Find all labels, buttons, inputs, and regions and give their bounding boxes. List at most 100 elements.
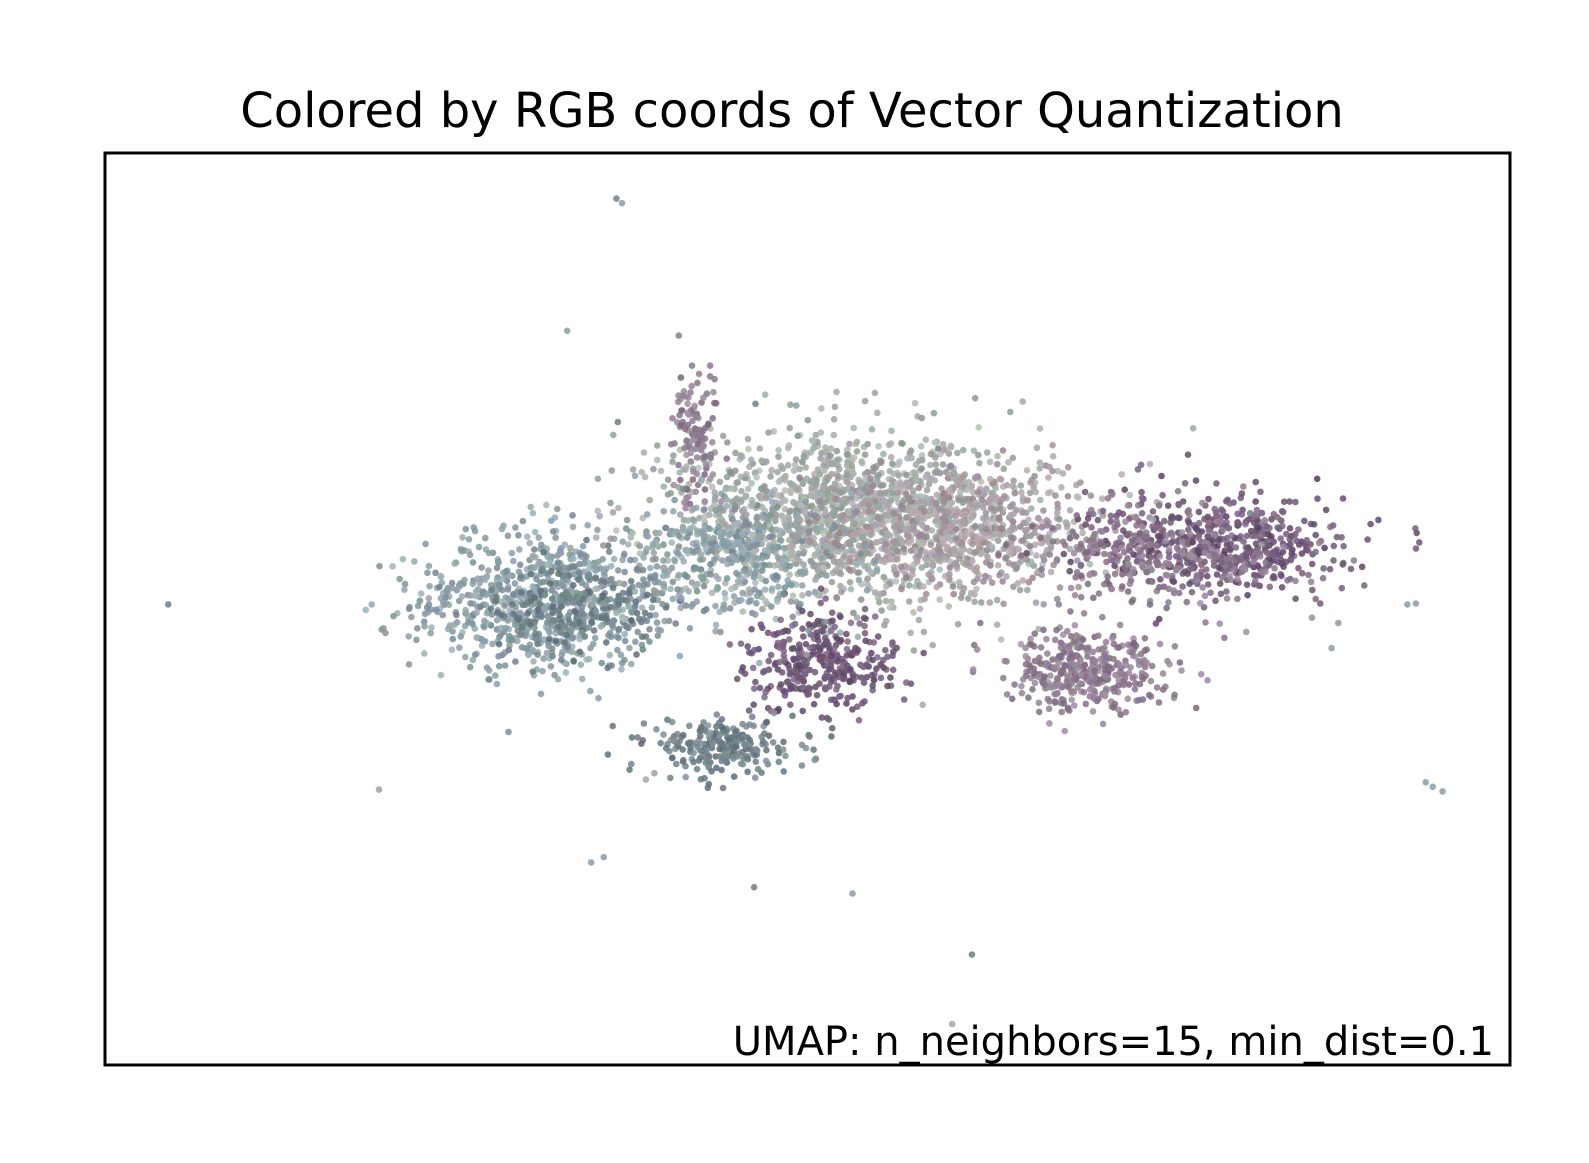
scatter-point	[1014, 580, 1021, 587]
scatter-point	[697, 740, 705, 747]
scatter-point	[1037, 534, 1045, 542]
scatter-point	[516, 561, 524, 569]
scatter-point	[530, 658, 537, 665]
scatter-point	[915, 616, 923, 624]
scatter-point	[767, 473, 774, 480]
scatter-point	[769, 739, 777, 746]
scatter-point	[597, 623, 604, 630]
scatter-point	[1219, 574, 1226, 581]
scatter-point	[827, 696, 835, 704]
scatter-point	[828, 665, 835, 673]
scatter-point	[607, 562, 615, 570]
scatter-point	[1162, 537, 1169, 545]
scatter-point	[563, 631, 570, 639]
scatter-point	[1038, 523, 1046, 531]
scatter-point	[765, 732, 773, 739]
scatter-point	[882, 597, 890, 605]
scatter-point	[706, 362, 714, 370]
scatter-point	[1051, 636, 1059, 644]
scatter-point	[903, 532, 911, 539]
scatter-point	[635, 615, 643, 623]
scatter-point	[1262, 568, 1269, 575]
scatter-point	[1070, 674, 1078, 682]
scatter-point	[1095, 646, 1102, 653]
scatter-point	[960, 446, 967, 454]
scatter-point	[1088, 506, 1095, 514]
scatter-point	[959, 511, 966, 518]
scatter-point	[1176, 514, 1183, 522]
scatter-point	[805, 684, 812, 692]
scatter-point	[1066, 567, 1073, 575]
scatter-point	[672, 620, 679, 627]
scatter-point	[529, 552, 537, 560]
scatter-point	[531, 594, 538, 601]
scatter-point	[1197, 600, 1204, 607]
scatter-point	[786, 424, 793, 432]
scatter-point	[843, 700, 850, 707]
scatter-point	[1298, 550, 1306, 557]
scatter-point	[399, 555, 407, 563]
scatter-point	[916, 552, 923, 559]
chart-title: Colored by RGB coords of Vector Quantiza…	[240, 83, 1344, 139]
scatter-point	[922, 555, 929, 562]
scatter-point	[678, 594, 685, 602]
scatter-point	[702, 461, 710, 468]
scatter-point	[1330, 557, 1337, 564]
scatter-point	[534, 651, 541, 658]
scatter-point	[424, 569, 431, 577]
scatter-point	[789, 532, 796, 540]
scatter-point	[907, 629, 914, 637]
scatter-point	[576, 635, 584, 643]
scatter-point	[1063, 523, 1071, 531]
scatter-point	[827, 452, 834, 460]
scatter-point	[562, 589, 570, 597]
scatter-point	[1278, 584, 1286, 591]
scatter-point	[719, 432, 727, 440]
scatter-point	[854, 646, 862, 654]
scatter-point	[825, 473, 833, 481]
scatter-point	[1118, 544, 1125, 552]
scatter-point	[1132, 680, 1139, 687]
scatter-point	[819, 484, 827, 492]
scatter-point	[817, 429, 825, 436]
scatter-point	[660, 731, 667, 738]
scatter-point	[511, 621, 519, 629]
scatter-point	[677, 476, 684, 484]
scatter-point	[1221, 634, 1228, 642]
scatter-point	[522, 601, 529, 608]
scatter-point	[1139, 675, 1147, 683]
scatter-point	[875, 472, 882, 479]
scatter-point	[821, 467, 828, 475]
scatter-point	[510, 557, 517, 565]
scatter-point	[638, 633, 646, 640]
scatter-point	[1292, 531, 1299, 538]
scatter-point	[996, 505, 1004, 512]
scatter-point	[918, 452, 926, 459]
scatter-point	[1213, 480, 1220, 487]
scatter-point	[794, 501, 801, 508]
scatter-point	[437, 671, 445, 679]
scatter-point	[821, 457, 828, 464]
scatter-point	[778, 669, 786, 676]
scatter-point	[963, 486, 971, 494]
scatter-point	[1204, 581, 1212, 588]
scatter-point	[939, 440, 947, 448]
scatter-point	[1148, 662, 1156, 670]
scatter-point	[969, 666, 977, 673]
scatter-point	[548, 587, 555, 594]
scatter-point	[647, 564, 654, 572]
scatter-point	[918, 564, 926, 571]
scatter-point	[721, 589, 728, 597]
scatter-point	[929, 562, 937, 569]
scatter-point	[762, 688, 769, 696]
scatter-point	[1113, 517, 1120, 525]
scatter-point	[819, 517, 827, 525]
scatter-point	[1312, 531, 1319, 539]
scatter-point	[1009, 518, 1017, 526]
scatter-point	[1244, 544, 1252, 551]
scatter-point	[889, 460, 896, 468]
scatter-point	[1250, 558, 1257, 566]
scatter-point	[485, 549, 493, 557]
scatter-point	[667, 489, 675, 497]
